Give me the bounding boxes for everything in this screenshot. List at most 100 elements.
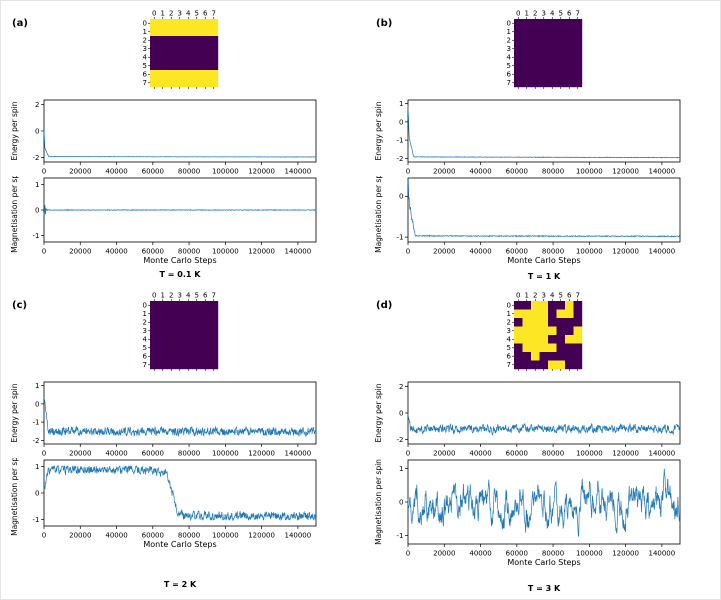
spin-cell <box>192 27 202 37</box>
heatmap-row-tick-label: 0 <box>507 302 511 310</box>
spin-cell <box>184 301 193 310</box>
x-tick-label: 0 <box>406 550 410 558</box>
x-tick-label: 20000 <box>69 450 91 458</box>
spin-cell <box>573 27 583 37</box>
y-tick-label: 0 <box>35 400 39 408</box>
x-tick-label: 20000 <box>433 168 455 176</box>
spin-cell <box>522 27 532 37</box>
spin-cell <box>158 326 168 336</box>
spin-cell <box>556 44 566 54</box>
spin-cell <box>573 343 583 353</box>
spin-cell <box>514 61 523 71</box>
x-tick-label: 20000 <box>433 550 455 558</box>
x-tick-label: 0 <box>406 450 410 458</box>
x-tick-label: 140000 <box>284 450 311 458</box>
x-tick-label: 100000 <box>212 450 239 458</box>
x-tick-label: 120000 <box>248 532 275 540</box>
heatmap-col-tick-label: 3 <box>542 292 546 300</box>
spin-cell <box>556 318 566 327</box>
chart-svg: Energy per spin 20-20 20000 40000 60000 80000… <box>374 381 681 458</box>
heatmap-col-tick-label: 0 <box>152 292 156 300</box>
x-tick-label: 80000 <box>178 248 200 256</box>
spin-cell <box>539 318 549 327</box>
y-axis-title: Energy per spin <box>374 383 383 442</box>
axes-frame <box>43 381 317 445</box>
spin-cell <box>565 53 574 62</box>
spin-cell <box>184 326 193 336</box>
y-tick-label: 0 <box>399 409 403 417</box>
heatmap-col-tick-label: 7 <box>576 10 580 18</box>
magnetisation-plot: Magnetisation per spin 1 0 -1 0 20000 40000 600… <box>372 458 688 564</box>
spin-cell <box>184 318 193 327</box>
spin-cell <box>167 326 176 336</box>
spin-cell <box>184 27 193 37</box>
heatmap-col-tick-label: 4 <box>186 10 191 18</box>
spin-cell <box>201 19 210 28</box>
spin-cell <box>158 19 168 28</box>
spin-cell <box>556 27 566 37</box>
heatmap-row-tick-label: 1 <box>507 28 511 36</box>
spin-cell <box>158 335 168 344</box>
spin-cell <box>548 27 557 37</box>
spin-cell <box>201 36 210 45</box>
x-tick-label: 140000 <box>648 550 675 558</box>
heatmap-row-tick-label: 3 <box>507 327 511 335</box>
x-tick-label: 0 <box>42 532 46 540</box>
heatmap-row-tick-label: 4 <box>143 54 148 62</box>
y-tick-label: 0 <box>35 127 39 135</box>
heatmap-row-tick-label: 2 <box>507 37 511 45</box>
spin-cell <box>201 335 210 344</box>
spin-cell <box>522 61 532 71</box>
spin-cell <box>556 335 566 344</box>
spin-cell <box>565 335 574 344</box>
spin-cell <box>539 352 549 361</box>
spin-cell <box>158 70 168 79</box>
spin-cell <box>175 335 185 344</box>
spin-cell <box>192 326 202 336</box>
x-tick-label: 0 <box>406 168 410 176</box>
x-tick-label: 100000 <box>576 168 603 176</box>
heatmap-col-tick-label: 1 <box>525 10 529 18</box>
spin-cell <box>531 335 540 344</box>
spin-cell <box>531 78 540 88</box>
spin-cell <box>175 318 185 327</box>
spin-cell <box>184 53 193 62</box>
heatmap-col-tick-label: 6 <box>567 292 572 300</box>
y-axis-title: Magnetisation per spin <box>10 458 19 536</box>
spin-cell <box>209 78 219 88</box>
axes-frame <box>407 99 681 163</box>
spin-cell <box>556 19 566 28</box>
x-tick-label: 80000 <box>542 450 564 458</box>
x-tick-label: 80000 <box>178 168 200 176</box>
y-tick-label: -1 <box>397 234 404 242</box>
heatmap-row-tick-label: 1 <box>507 310 511 318</box>
spin-cell <box>209 27 219 37</box>
spin-cell <box>201 27 210 37</box>
spin-cell <box>514 343 523 353</box>
spin-cell <box>531 318 540 327</box>
spin-cell <box>565 70 574 79</box>
spin-cell <box>539 36 549 45</box>
spin-cell <box>175 301 185 310</box>
spin-cell <box>556 36 566 45</box>
spin-cell <box>184 36 193 45</box>
heatmap-row-tick-label: 5 <box>143 62 147 70</box>
x-axis-label: Monte Carlo Steps <box>143 540 217 549</box>
spin-cell <box>150 343 159 353</box>
data-series-line <box>407 179 681 238</box>
y-tick-label: -1 <box>397 137 404 145</box>
data-series-line <box>43 130 317 158</box>
spin-cell <box>522 19 532 28</box>
heatmap-row-tick-label: 0 <box>143 302 147 310</box>
spin-cell <box>158 352 168 361</box>
spin-cell <box>556 61 566 71</box>
heatmap-col-tick-label: 1 <box>161 10 165 18</box>
spin-cell <box>158 61 168 71</box>
spin-cell <box>209 301 219 310</box>
spin-cell <box>158 318 168 327</box>
spin-cell <box>175 78 185 88</box>
spin-cell <box>539 61 549 71</box>
spin-cell <box>201 309 210 319</box>
